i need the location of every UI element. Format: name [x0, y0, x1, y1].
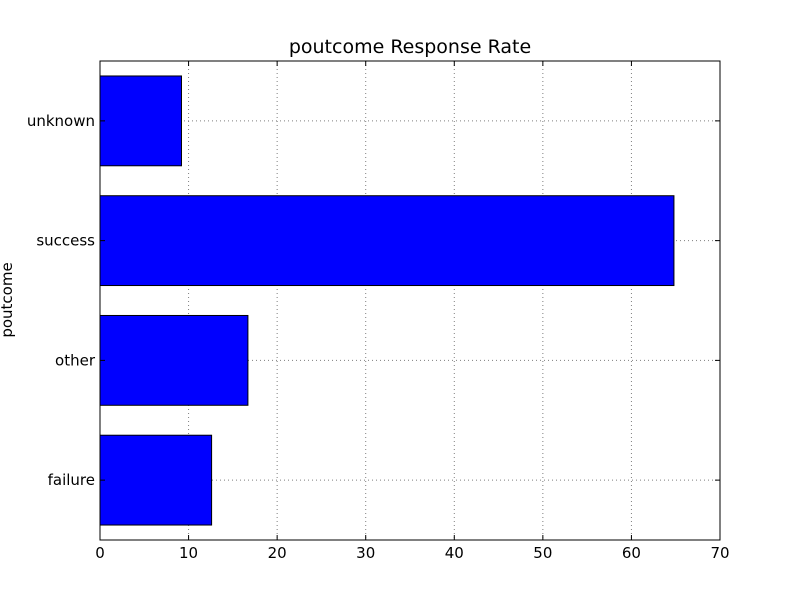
x-tick-label: 60	[622, 544, 641, 562]
axes-frame	[99, 60, 721, 541]
x-tick-label: 10	[179, 544, 198, 562]
y-tick-label-other: other	[55, 351, 96, 369]
y-tick-label-success: success	[36, 232, 95, 250]
plot-layer: 0 10 20 30 40 50 60 70 failure other success unknow…	[27, 60, 730, 562]
chart-title: poutcome Response Rate	[289, 36, 531, 58]
x-tick-label: 40	[445, 544, 464, 562]
bar-unknown	[99, 75, 182, 167]
bar-failure	[99, 434, 213, 526]
y-tick-label-unknown: unknown	[27, 112, 95, 130]
x-tick-label: 30	[356, 544, 375, 562]
y-axis-label: poutcome	[0, 262, 16, 337]
bar-success	[99, 195, 675, 287]
x-tick-label: 50	[533, 544, 552, 562]
bar-other	[99, 314, 249, 406]
x-tick-label: 0	[95, 544, 105, 562]
y-tick-label-failure: failure	[48, 471, 95, 489]
x-tick-label: 20	[268, 544, 287, 562]
x-tick-label: 70	[710, 544, 729, 562]
